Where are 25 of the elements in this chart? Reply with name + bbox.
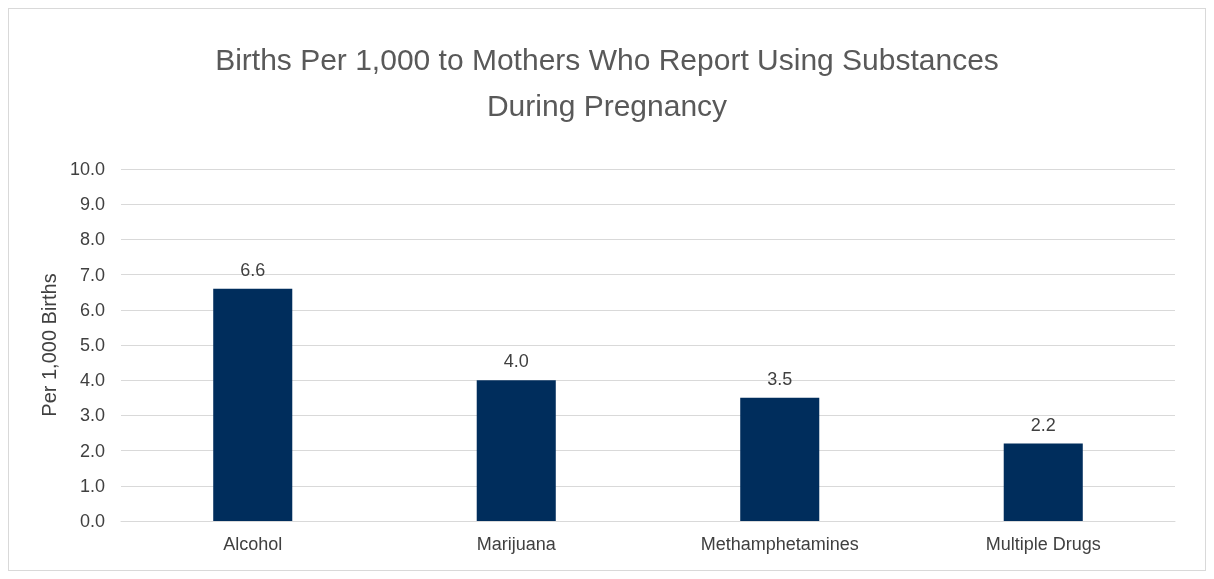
y-tick-label: 0.0 <box>79 511 105 531</box>
y-tick-label: 8.0 <box>79 229 105 250</box>
bar <box>1003 443 1083 521</box>
y-axis-title: Per 1,000 Births <box>38 273 60 417</box>
data-label: 2.2 <box>1030 414 1056 435</box>
bar <box>213 288 293 521</box>
y-tick-label: 6.0 <box>79 299 105 320</box>
y-tick-label: 3.0 <box>79 405 105 426</box>
bar <box>476 380 556 521</box>
y-tick-label: 2.0 <box>79 440 105 461</box>
data-label: 6.6 <box>240 259 266 280</box>
chart-title: Births Per 1,000 to Mothers Who Report Using Substances During Pregnancy <box>215 42 999 122</box>
x-tick-label: Alcohol <box>223 534 283 554</box>
x-tick-label: Marijuana <box>476 534 557 554</box>
y-tick-label: 4.0 <box>79 370 105 391</box>
x-tick-label: Methamphetamines <box>700 534 859 554</box>
y-tick-label: 7.0 <box>79 264 105 285</box>
y-tick-label: 9.0 <box>79 194 105 215</box>
data-label: 4.0 <box>503 351 529 372</box>
bar <box>740 397 820 521</box>
y-tick-label: 10.0 <box>69 159 105 179</box>
y-tick-label: 5.0 <box>79 335 105 355</box>
y-tick-label: 1.0 <box>79 475 105 496</box>
x-tick-label: Multiple Drugs <box>985 534 1101 554</box>
data-label: 3.5 <box>767 368 793 389</box>
